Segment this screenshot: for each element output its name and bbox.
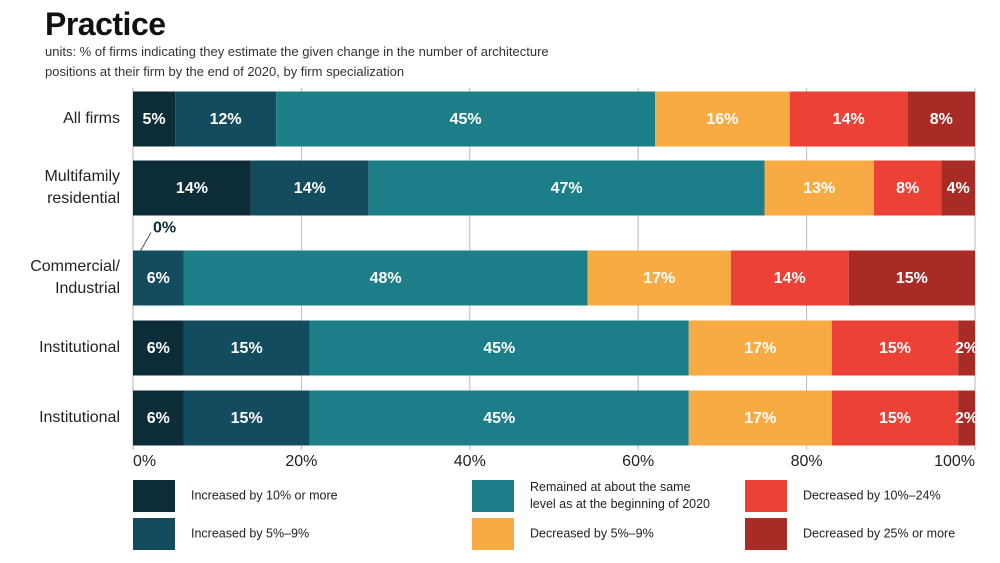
bar-segment [941,160,975,216]
value-label: 14% [774,270,806,287]
category-label: All firms [63,110,120,127]
legend-swatch [133,480,175,512]
bar-segment [183,250,588,306]
legend-label: Increased by 5%–9% [191,526,310,541]
value-label: 45% [483,410,515,427]
value-label: 5% [142,111,165,128]
bar-segment [688,320,832,376]
chart-title: Practice [45,6,166,42]
legend-swatch [745,480,787,512]
value-label: 15% [879,340,911,357]
bar-segment [133,160,251,216]
bar-segment [958,320,975,376]
bar-segment [958,390,975,446]
bar-segment [250,160,369,216]
x-tick-label: 80% [791,453,823,470]
bar-segment [655,91,790,147]
value-label: 15% [231,410,263,427]
category-label: Commercial/ Industrial [30,258,120,297]
value-label: 17% [643,270,675,287]
value-label: 2% [955,410,978,427]
value-label: 2% [955,340,978,357]
value-label: 45% [483,340,515,357]
bar-segment [848,250,975,306]
bar-segment [789,91,908,147]
bar-segment [873,160,942,216]
value-label: 14% [833,111,865,128]
bar-segment [587,250,731,306]
bar-segment [368,160,765,216]
x-tick-label: 20% [285,453,317,470]
value-label: 45% [450,111,482,128]
bar-segment [309,320,689,376]
bar-segment [764,160,874,216]
bar-segment [309,390,689,446]
value-label: 4% [947,180,970,197]
value-label: 15% [231,340,263,357]
category-label: Institutional [39,339,120,356]
value-label: 6% [147,410,170,427]
legend-swatch [472,480,514,512]
x-tick-label: 60% [622,453,654,470]
chart-subtitle: units: % of firms indicating they estima… [45,44,549,79]
value-label: 14% [176,180,208,197]
legend-swatch [133,518,175,550]
legend-swatch [472,518,514,550]
value-label: 8% [930,111,953,128]
value-label: 15% [879,410,911,427]
x-tick-label: 0% [133,453,156,470]
bar-segment [183,390,310,446]
legend-label: Decreased by 25% or more [803,526,956,541]
bar-segment [831,320,959,376]
value-label: 0% [153,220,176,237]
bar-segment [133,390,184,446]
bar-segment [276,91,656,147]
bar-segment [133,250,184,306]
value-label: 14% [294,180,326,197]
value-label: 17% [744,340,776,357]
bar-segment [688,390,832,446]
value-label: 16% [706,111,738,128]
legend-label: Decreased by 10%–24% [803,488,941,503]
bar-segment [907,91,975,147]
legend-swatch [745,518,787,550]
category-label: Multifamily residential [44,168,120,207]
value-label: 6% [147,270,170,287]
bar-segment [831,390,959,446]
value-label: 8% [896,180,919,197]
legend-label: Increased by 10% or more [191,488,338,503]
bar-segment [175,91,277,147]
value-label: 47% [551,180,583,197]
value-label: 15% [896,270,928,287]
x-tick-label: 40% [454,453,486,470]
legend-label: Remained at about the same level as at t… [530,480,710,511]
category-label: Institutional [39,409,120,426]
bar-segment [730,250,849,306]
value-label: 48% [370,270,402,287]
value-label: 13% [803,180,835,197]
legend-label: Decreased by 5%–9% [530,526,654,541]
bar-segment [133,91,176,147]
x-tick-label: 100% [934,453,975,470]
value-label: 17% [744,410,776,427]
bar-segment [133,320,184,376]
value-label: 6% [147,340,170,357]
value-label: 12% [210,111,242,128]
bar-segment [183,320,310,376]
